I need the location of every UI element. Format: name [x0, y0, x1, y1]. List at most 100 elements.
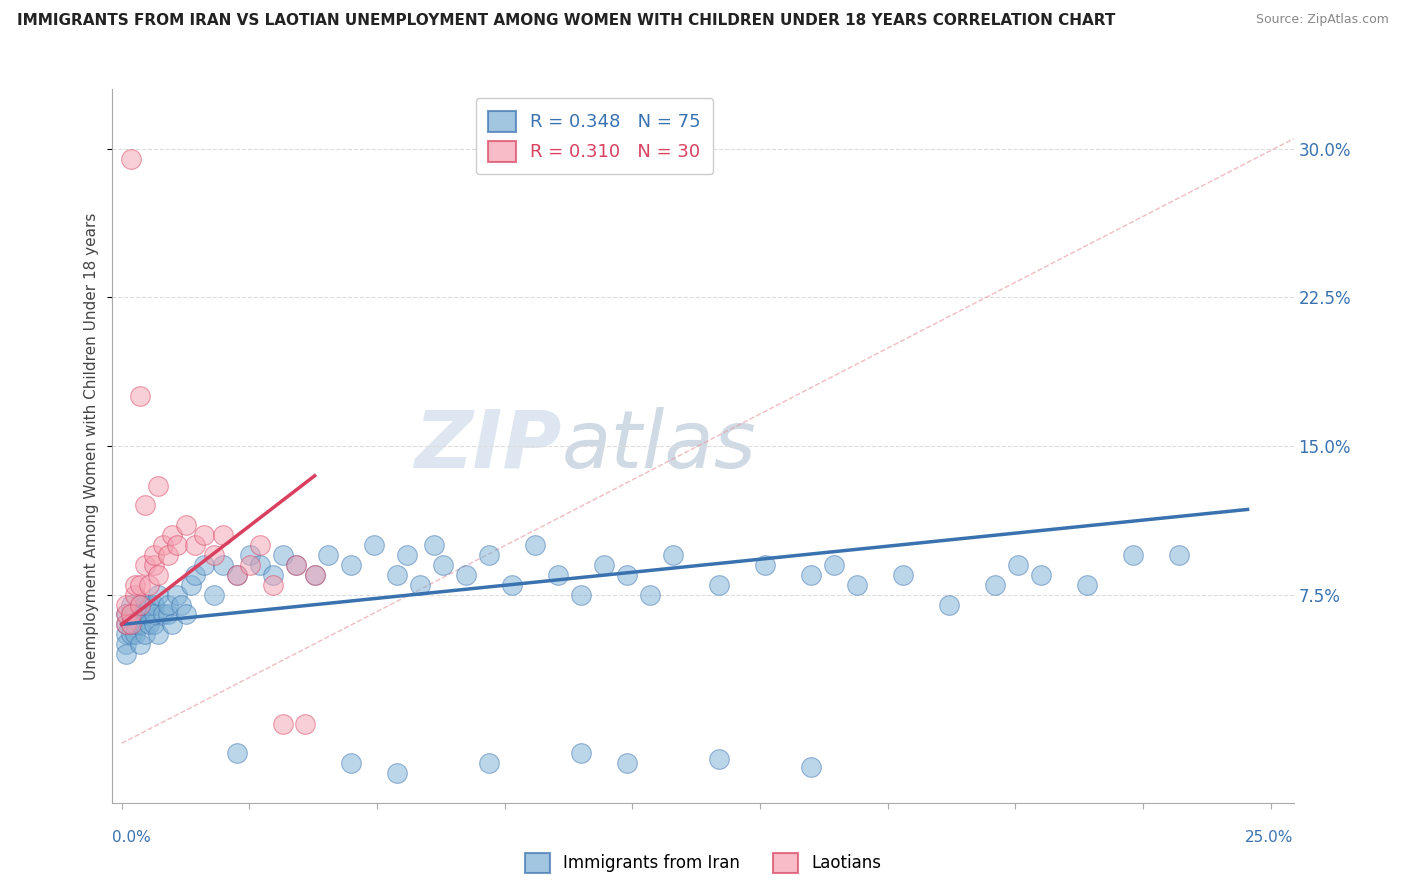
Point [156, 607, 179, 622]
Point [211, 528, 233, 542]
Point [156, 598, 179, 612]
Point [120, 152, 142, 166]
Point [174, 518, 197, 533]
Text: Source: ZipAtlas.com: Source: ZipAtlas.com [1256, 13, 1389, 27]
Point [800, 760, 823, 774]
Point [129, 389, 152, 403]
Point [707, 578, 730, 592]
Point [166, 588, 188, 602]
Point [638, 588, 661, 602]
Point [148, 588, 170, 602]
Point [395, 548, 418, 562]
Point [142, 548, 165, 562]
Point [184, 567, 207, 582]
Point [120, 607, 142, 622]
Point [249, 538, 271, 552]
Point [1076, 578, 1098, 592]
Point [160, 617, 183, 632]
Point [129, 617, 152, 632]
Point [124, 578, 146, 592]
Point [800, 567, 823, 582]
Point [423, 538, 446, 552]
Point [174, 607, 197, 622]
Point [138, 598, 160, 612]
Point [115, 617, 138, 632]
Point [120, 617, 142, 632]
Point [225, 567, 247, 582]
Point [593, 558, 616, 572]
Point [148, 478, 170, 492]
Point [754, 558, 776, 572]
Point [823, 558, 845, 572]
Point [120, 607, 142, 622]
Legend: Immigrants from Iran, Laotians: Immigrants from Iran, Laotians [517, 847, 889, 880]
Point [569, 746, 592, 760]
Point [456, 567, 478, 582]
Point [891, 567, 914, 582]
Point [124, 607, 146, 622]
Point [262, 567, 284, 582]
Point [845, 578, 868, 592]
Point [239, 548, 262, 562]
Point [432, 558, 454, 572]
Point [569, 588, 592, 602]
Point [239, 558, 262, 572]
Point [202, 588, 225, 602]
Point [120, 598, 142, 612]
Point [184, 538, 207, 552]
Point [304, 567, 326, 582]
Point [1007, 558, 1029, 572]
Point [152, 538, 174, 552]
Point [363, 538, 385, 552]
Point [478, 756, 501, 771]
Point [148, 627, 170, 641]
Point [340, 558, 363, 572]
Point [142, 607, 165, 622]
Point [160, 528, 183, 542]
Point [124, 617, 146, 632]
Point [285, 558, 308, 572]
Point [142, 598, 165, 612]
Point [249, 558, 271, 572]
Point [134, 607, 156, 622]
Point [294, 716, 316, 731]
Point [129, 637, 152, 651]
Point [285, 558, 308, 572]
Point [616, 567, 638, 582]
Point [271, 548, 294, 562]
Point [142, 617, 165, 632]
Point [193, 528, 215, 542]
Point [134, 499, 156, 513]
Point [180, 578, 202, 592]
Point [115, 607, 138, 622]
Point [115, 598, 138, 612]
Point [134, 598, 156, 612]
Point [134, 558, 156, 572]
Point [984, 578, 1007, 592]
Point [409, 578, 432, 592]
Point [166, 538, 188, 552]
Point [524, 538, 547, 552]
Point [225, 567, 247, 582]
Point [340, 756, 363, 771]
Point [662, 548, 685, 562]
Point [547, 567, 569, 582]
Point [138, 578, 160, 592]
Point [193, 558, 215, 572]
Point [170, 598, 193, 612]
Point [138, 617, 160, 632]
Point [148, 567, 170, 582]
Point [202, 548, 225, 562]
Point [1029, 567, 1052, 582]
Point [478, 548, 501, 562]
Text: 25.0%: 25.0% [1246, 830, 1294, 845]
Point [115, 637, 138, 651]
Point [142, 558, 165, 572]
Point [387, 567, 409, 582]
Point [262, 578, 284, 592]
Text: ZIP: ZIP [413, 407, 561, 485]
Point [707, 752, 730, 766]
Point [1122, 548, 1144, 562]
Point [616, 756, 638, 771]
Point [501, 578, 523, 592]
